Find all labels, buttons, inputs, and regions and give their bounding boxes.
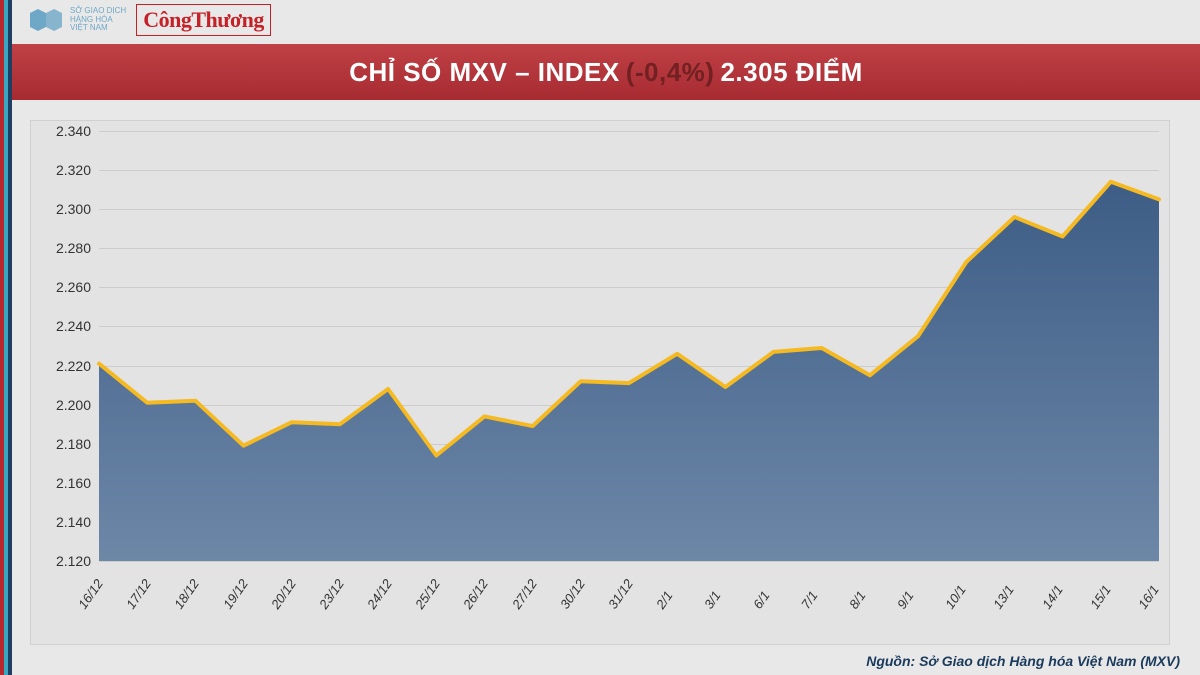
stripe-navy	[8, 0, 12, 675]
title-prefix: CHỈ SỐ MXV – INDEX	[349, 57, 620, 88]
title-pct: (-0,4%)	[626, 57, 715, 88]
title-suffix: 2.305 ĐIỂM	[720, 57, 862, 88]
left-accent-stripes	[0, 0, 12, 675]
mxv-logo: SỞ GIAO DỊCH HÀNG HÓA VIỆT NAM	[30, 5, 126, 35]
mxv-line-3: VIỆT NAM	[70, 24, 126, 33]
chart-area: 2.1202.1402.1602.1802.2002.2202.2402.260…	[30, 120, 1170, 645]
chart-svg	[31, 121, 1171, 646]
congthuong-logo: CôngThương	[136, 4, 271, 36]
area-fill	[99, 182, 1159, 561]
mxv-text: SỞ GIAO DỊCH HÀNG HÓA VIỆT NAM	[70, 7, 126, 33]
source-text: Nguồn: Sở Giao dịch Hàng hóa Việt Nam (M…	[866, 653, 1180, 669]
title-bar: CHỈ SỐ MXV – INDEX (-0,4%) 2.305 ĐIỂM	[12, 44, 1200, 100]
logo-row: SỞ GIAO DỊCH HÀNG HÓA VIỆT NAM CôngThươn…	[30, 4, 271, 36]
mxv-icon	[30, 5, 64, 35]
